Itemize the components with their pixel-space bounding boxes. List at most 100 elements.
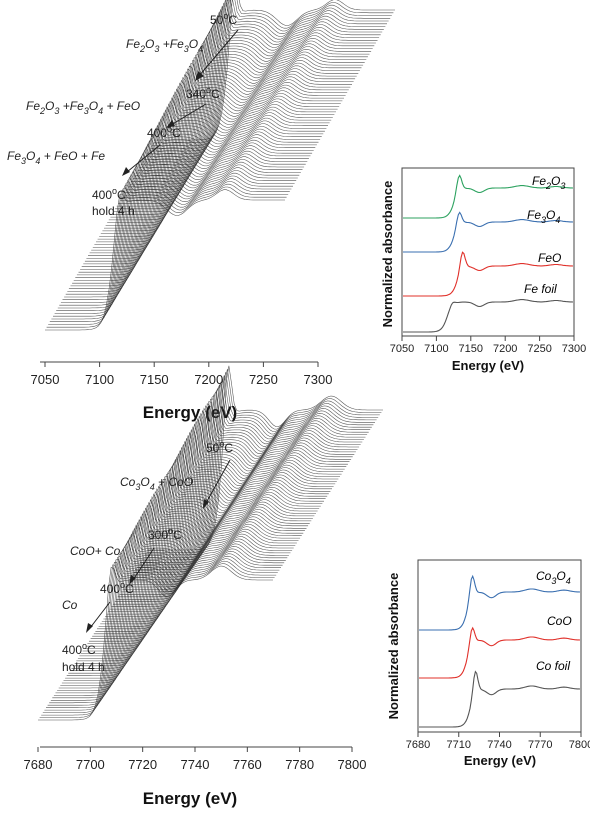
fe-ref-series-fe3o4 [403, 211, 574, 253]
fe-arrowhead-3 [122, 167, 130, 176]
fe-waterfall-trace [60, 161, 301, 303]
fe-stage-temp-2: 340oC [186, 85, 220, 101]
fe-waterfall-trace [105, 76, 346, 226]
fe-arrowhead-1 [195, 71, 204, 81]
co-stack-x-tick-label: 7760 [233, 757, 262, 772]
co-ref-x-tick-label: 7740 [487, 739, 511, 751]
fe-ref-series-feo [403, 251, 574, 297]
fe-ref-x-tick-label: 7100 [424, 343, 448, 355]
fe-arrow-3 [126, 144, 161, 173]
fe-waterfall-trace [72, 140, 313, 284]
fe-waterfall-trace [49, 181, 290, 322]
fe-waterfall-trace [53, 175, 293, 317]
co-phase-2: CoO+ Co [70, 544, 121, 558]
co-waterfall-trace [53, 536, 289, 696]
fe-waterfall-trace [65, 152, 306, 295]
co-ref-label-coo: CoO [547, 614, 572, 628]
co-waterfall-trace [100, 453, 336, 625]
co-waterfall-trace [74, 499, 310, 664]
co-stage-temp-3: 400oC [100, 580, 134, 596]
fe-ref-label-fe3o4: Fe3O4 [527, 208, 560, 225]
fe-waterfall-trace [88, 109, 328, 256]
co-ref-series-coo [419, 626, 581, 679]
co-waterfall-trace [105, 444, 340, 617]
co-waterfall-trace [49, 546, 285, 704]
fe-waterfall-trace [148, 0, 389, 152]
co-waterfall-trace [55, 533, 291, 694]
fe-waterfall-trace [59, 164, 300, 306]
co-waterfall-trace [116, 423, 352, 600]
co-ref-x-tick-label: 7710 [447, 739, 471, 751]
fe-arrow-2 [170, 103, 207, 126]
fe-waterfall-trace [115, 60, 356, 210]
co-stage-temp-4: 400oC [62, 641, 96, 657]
fe-waterfall-trace [145, 0, 386, 157]
fe-ref-y-axis-title: Normalized absorbance [380, 181, 395, 328]
co-phase-3: Co [62, 598, 78, 612]
fe-ref-x-tick-label: 7150 [459, 343, 483, 355]
fe-waterfall-trace [73, 136, 314, 281]
fe-waterfall-trace [54, 172, 295, 314]
co-stage-temp-2: 300oC [148, 526, 182, 542]
co-waterfall-trace [117, 421, 353, 598]
fe-waterfall-plot [45, 0, 395, 331]
co-waterfall-trace [119, 418, 355, 595]
co-stack-x-tick-label: 7740 [181, 757, 210, 772]
fe-waterfall-trace [112, 65, 352, 215]
fe-waterfall-trace [110, 68, 351, 218]
co-ref-x-tick-label: 7680 [406, 739, 430, 751]
co-waterfall-trace [71, 504, 307, 669]
co-arrow-1 [205, 459, 231, 504]
fe-waterfall-trace [84, 115, 325, 262]
fe-waterfall-trace [51, 178, 292, 320]
co-waterfall-trace [44, 555, 280, 711]
fe-stage-hold: hold 4 h [92, 204, 135, 218]
fe-stack-x-tick-label: 7150 [140, 372, 169, 387]
fe-stage-temp-1: 50oC [210, 11, 237, 27]
co-stage-temp-1: 50oC [206, 439, 233, 455]
fe-waterfall-trace [48, 183, 289, 325]
fe-waterfall-trace [57, 167, 298, 309]
co-waterfall-trace [97, 458, 332, 630]
fe-ref-x-tick-label: 7300 [562, 343, 586, 355]
fe-stage-temp-4: 400oC [92, 186, 126, 202]
fe-waterfall-trace [62, 158, 303, 300]
co-ref-y-axis-title: Normalized absorbance [386, 573, 401, 720]
co-waterfall-trace [77, 493, 313, 659]
co-waterfall-trace [76, 495, 312, 662]
co-stage-hold: hold 4 h [62, 660, 105, 674]
fe-stack-x-axis: 7050 7100 7150 7200 7250 7300 [31, 361, 332, 387]
co-waterfall-trace [50, 542, 286, 701]
fe-ref-series-fe-foil [403, 299, 574, 333]
fe-waterfall-trace [46, 186, 287, 328]
co-waterfall-plot [38, 365, 383, 721]
co-waterfall-trace [57, 530, 293, 691]
co-waterfall-trace [89, 475, 324, 642]
fe-waterfall-trace [107, 74, 348, 223]
co-stack-x-tick-label: 7680 [24, 757, 53, 772]
co-ref-plot: 7680 7710 7740 7770 7800 [406, 559, 590, 751]
co-arrow-2 [132, 547, 155, 581]
co-waterfall-trace [58, 527, 294, 689]
fe-waterfall-trace [153, 0, 394, 144]
fe-waterfall-trace [102, 82, 343, 232]
co-stack-x-tick-label: 7700 [76, 757, 105, 772]
fe-waterfall-trace [64, 155, 305, 298]
fe-waterfall-trace [56, 170, 297, 311]
fe-waterfall-trace [116, 57, 357, 207]
fe-waterfall-trace [81, 121, 322, 267]
fe-ref-series-fe2o3 [403, 174, 574, 219]
co-stack-x-tick-label: 7800 [338, 757, 367, 772]
fe-ref-label-feo: FeO [538, 251, 561, 265]
co-stack-x-axis-title: Energy (eV) [143, 789, 237, 808]
fe-arrow-1 [198, 29, 239, 77]
fe-stage-temp-3: 400oC [147, 124, 181, 140]
co-ref-x-tick-label: 7800 [569, 739, 590, 751]
fe-ref-plot: 7050 7100 7150 7200 7250 7300 [390, 167, 586, 355]
co-stage-annotations: 50oC Co3O4 + CoO 300oC CoO+ Co 400oC Co … [62, 439, 233, 674]
co-ref-label-co3o4: Co3O4 [536, 569, 571, 586]
co-arrowhead-1 [203, 499, 209, 509]
co-stack-x-tick-label: 7780 [285, 757, 314, 772]
fe-waterfall-trace [108, 71, 349, 221]
fe-stack-x-tick-label: 7200 [194, 372, 223, 387]
